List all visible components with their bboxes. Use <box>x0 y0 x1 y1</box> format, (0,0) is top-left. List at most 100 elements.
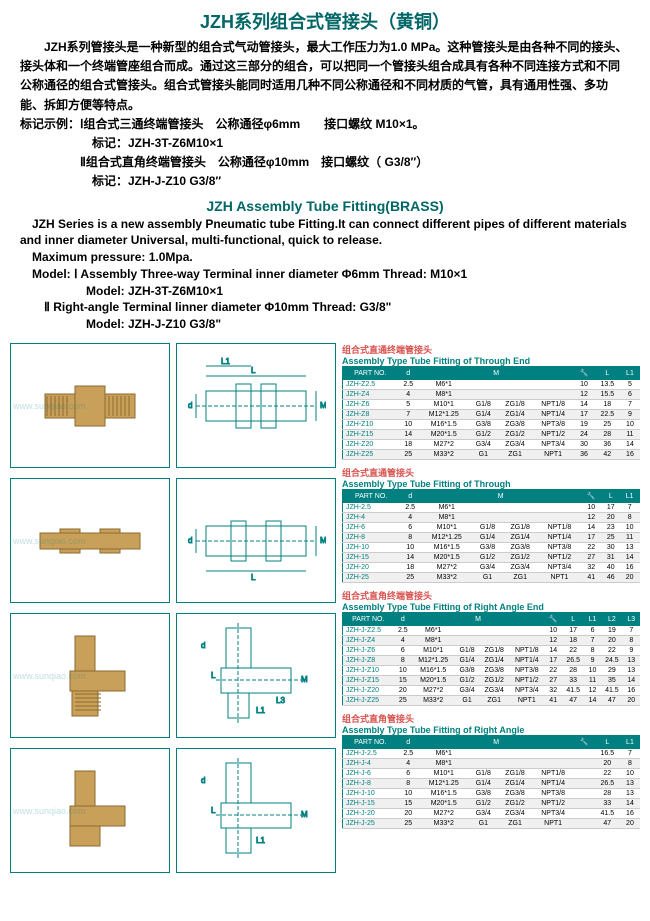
table-cell: ZG1/4 <box>479 656 509 666</box>
table-cell: ZG3/8 <box>498 789 533 799</box>
col-header: PART NO. <box>343 490 400 503</box>
col-header: M <box>418 736 573 749</box>
table-row: JZH-J-1515M20*1.5G1/2ZG1/2NPT1/23314 <box>343 799 640 809</box>
table-cell: M33*2 <box>421 573 473 583</box>
table-cell: 14 <box>581 523 602 533</box>
table-cell: ZG3/8 <box>479 666 509 676</box>
table-cell: 19 <box>601 626 623 636</box>
subtitle-en: JZH Assembly Tube Fitting(BRASS) <box>0 192 650 216</box>
table-cell <box>502 513 538 523</box>
table-cell: 27 <box>581 553 602 563</box>
table-cell: 16 <box>620 563 640 573</box>
table-cell: 9 <box>623 646 639 656</box>
table-cell <box>532 390 573 400</box>
table-cell: 11 <box>620 430 639 440</box>
col-header: L <box>594 736 620 749</box>
table-cell: 12 <box>584 686 600 696</box>
col-header: M <box>412 613 545 626</box>
watermark: www.sunqiao.com <box>13 401 86 411</box>
table-row: JZH-2525M33*2G1ZG1NPT1414620 <box>343 573 640 583</box>
table-cell: 16 <box>623 686 639 696</box>
table-cell: 15 <box>394 676 411 686</box>
table-cell: NPT3/4 <box>532 809 573 819</box>
col-header: L <box>602 490 620 503</box>
table-cell: 25 <box>400 573 421 583</box>
table-cell: ZG1/8 <box>498 400 533 410</box>
table-cell: 13 <box>620 779 639 789</box>
svg-text:M: M <box>301 675 308 684</box>
table-cell <box>532 759 573 769</box>
table-cell: 32 <box>581 563 602 573</box>
table-cell: JZH-J-2.5 <box>343 749 399 759</box>
table-cell: 6 <box>398 769 418 779</box>
spec-table: PART NO.dM🔧LL1L2L3JZH-J-Z2.52.5M6*110176… <box>342 612 640 706</box>
table-row: JZH-J-Z66M10*1G1/8ZG1/8NPT1/814228229 <box>343 646 640 656</box>
table-cell: 6 <box>400 523 421 533</box>
table-cell <box>574 809 594 819</box>
table-cell: 18 <box>562 636 584 646</box>
table-cell: 7 <box>398 410 418 420</box>
table-cell <box>473 503 502 513</box>
table-cell: 27 <box>544 676 561 686</box>
table-cell: 14 <box>574 400 594 410</box>
table-row: JZH-Z2525M33*2G1ZG1NPT1364216 <box>343 450 640 460</box>
col-header: L <box>594 367 620 380</box>
table-cell: M8*1 <box>421 513 473 523</box>
table-cell: 14 <box>400 553 421 563</box>
table-title-cn: 组合式直通管接头 <box>342 466 640 479</box>
table-cell: ZG1/2 <box>498 430 533 440</box>
table-cell: 25 <box>398 819 418 829</box>
table-row: JZH-Z2.52.5M6*11013.55 <box>343 380 640 390</box>
product-photo-3: www.sunqiao.com <box>10 613 170 738</box>
table-cell <box>469 390 498 400</box>
table-cell: 10 <box>620 523 640 533</box>
table-cell: 12 <box>574 390 594 400</box>
table-cell: 40 <box>602 563 620 573</box>
table-cell: 10 <box>620 769 639 779</box>
table-cell: 47 <box>594 819 620 829</box>
table-cell: ZG3/4 <box>498 809 533 819</box>
table-row: JZH-J-2020M27*2G3/4ZG3/4NPT3/441.516 <box>343 809 640 819</box>
table-cell: M27*2 <box>418 440 469 450</box>
tech-diagram-3: d M L1 L3 L <box>176 613 336 738</box>
table-cell <box>574 759 594 769</box>
table-cell: 17 <box>544 656 561 666</box>
table-cell: 12 <box>581 513 602 523</box>
diagram-icon: L L1 M d <box>186 356 326 456</box>
table-cell: NPT3/4 <box>509 686 544 696</box>
table-cell: 16 <box>620 450 639 460</box>
col-header: L1 <box>620 736 639 749</box>
table-cell: G1/2 <box>469 799 498 809</box>
table-cell: 18 <box>594 400 620 410</box>
table-cell: 10 <box>398 789 418 799</box>
tables-column: 组合式直通终端管接头Assembly Type Tube Fitting of … <box>342 343 640 873</box>
table-cell <box>498 380 533 390</box>
table-cell: 25 <box>594 420 620 430</box>
col-header: L1 <box>620 367 639 380</box>
table-cell: 4 <box>394 636 411 646</box>
table-cell: M16*1.5 <box>412 666 455 676</box>
table-cell: M6*1 <box>412 626 455 636</box>
table-cell: 10 <box>581 503 602 513</box>
table-cell: G1/8 <box>469 769 498 779</box>
table-cell: 4 <box>400 513 421 523</box>
desc-en-line: Model: JZH-J-Z10 G3/8" <box>20 316 630 333</box>
tech-diagram-4: d M L L1 <box>176 748 336 873</box>
table-title-cn: 组合式直通终端管接头 <box>342 343 640 356</box>
table-cell: NPT3/8 <box>532 789 573 799</box>
svg-text:L1: L1 <box>256 836 265 845</box>
table-cell: 20 <box>394 686 411 696</box>
table-cell: NPT1/4 <box>509 656 544 666</box>
table-cell: NPT1/8 <box>532 769 573 779</box>
table-cell: 14 <box>620 553 640 563</box>
table-cell <box>469 380 498 390</box>
col-header: L2 <box>601 613 623 626</box>
table-cell: 12 <box>544 636 561 646</box>
svg-text:M: M <box>301 810 308 819</box>
table-cell <box>574 749 594 759</box>
table-cell: M16*1.5 <box>418 789 469 799</box>
table-cell: 22 <box>594 769 620 779</box>
table-cell: 13 <box>623 666 639 676</box>
table-cell: M33*2 <box>418 450 469 460</box>
table-cell: 47 <box>562 696 584 706</box>
